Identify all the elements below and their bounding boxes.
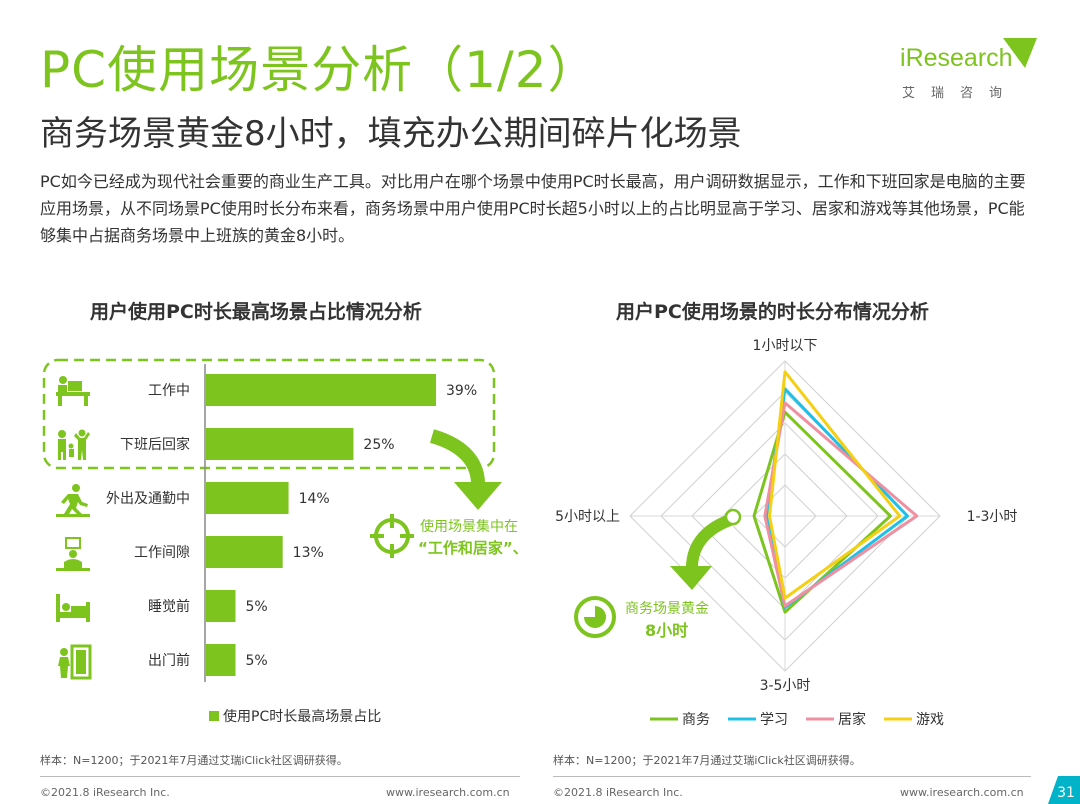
- bar-value-label: 14%: [299, 491, 330, 507]
- footer-divider-left: [40, 776, 520, 777]
- radar-axis-label: 3-5小时: [760, 678, 811, 694]
- radar-legend: 商务 学习 居家 游戏: [650, 711, 944, 728]
- bar-value-label: 25%: [363, 437, 394, 453]
- iresearch-logo: [895, 36, 1045, 106]
- door-exit-icon: [58, 644, 92, 680]
- highlight-box: [42, 358, 496, 470]
- page-number-badge: 31: [1048, 776, 1080, 804]
- bar-callout-line1: 使用场景集中在: [420, 518, 518, 535]
- radar-legend-label: 游戏: [916, 712, 944, 728]
- radar-axis-label: 1小时以下: [753, 338, 818, 354]
- bar: [206, 374, 436, 406]
- callout-arrow-curve: [429, 429, 486, 489]
- footer-url-left: www.iresearch.com.cn: [386, 786, 510, 799]
- page-number: 31: [1057, 785, 1075, 801]
- bar-legend-swatch: [209, 711, 219, 721]
- commute-icon: [56, 484, 90, 517]
- radar-chart-source: 样本：N=1200；于2021年7月通过艾瑞iClick社区调研获得。: [553, 754, 861, 767]
- bar-value-label: 13%: [293, 545, 324, 561]
- radar-callout-line2: 8小时: [645, 621, 688, 640]
- logo-i: i: [900, 44, 906, 72]
- footer-url-right: www.iresearch.com.cn: [900, 786, 1024, 799]
- bar-category-label: 睡觉前: [148, 598, 190, 615]
- radar-legend-label: 商务: [682, 712, 710, 728]
- footer-copyright-right: ©2021.8 iResearch Inc.: [553, 786, 683, 799]
- radar-callout-line1: 商务场景黄金: [625, 600, 709, 617]
- logo-wordmark: iResearch: [900, 44, 1013, 73]
- bar-legend-label: 使用PC时长最高场景占比: [223, 708, 381, 725]
- radar-chart: 1小时以下 1-3小时 3-5小时 5小时以上 商务场景黄金 8小时 商务 学习 居家 游戏: [555, 338, 1017, 728]
- bar-category-label: 工作间隙: [134, 545, 190, 561]
- callout-arrow-head: [454, 482, 502, 510]
- office-desk-icon: [56, 376, 90, 406]
- page-title: PC使用场景分析（1/2）: [40, 41, 599, 99]
- bar-chart: 工作中 39% 下班后回家 25% 外出及通勤中 14% 工作间隙 13% 睡觉前 5% 出门前 5%…: [42, 358, 528, 725]
- radar-axis-label: 1-3小时: [967, 509, 1018, 525]
- bar-callout-line2: “工作和居家”、: [418, 539, 528, 557]
- clock-pie-icon: [574, 596, 616, 638]
- radar-chart-title: 用户PC使用场景的时长分布情况分析: [616, 301, 929, 323]
- radar-legend-label: 学习: [760, 712, 788, 728]
- bar-value-label: 39%: [446, 383, 477, 399]
- bar-value-label: 5%: [245, 599, 267, 615]
- footer-copyright-left: ©2021.8 iResearch Inc.: [40, 786, 170, 799]
- bar-category-label: 出门前: [148, 652, 190, 669]
- bar-series: 工作中 39% 下班后回家 25% 外出及通勤中 14% 工作间隙 13% 睡觉前 5% 出门前 5%: [106, 374, 477, 676]
- bar-value-label: 5%: [245, 653, 267, 669]
- bar: [206, 536, 283, 568]
- radar-callout-arrow-head: [670, 566, 712, 590]
- radar-legend-label: 居家: [838, 711, 866, 728]
- bar-chart-title: 用户使用PC时长最高场景占比情况分析: [90, 301, 422, 323]
- bar-category-label: 下班后回家: [120, 436, 190, 453]
- work-break-icon: [56, 537, 90, 571]
- logo-research: Research: [905, 44, 1013, 72]
- page-subtitle: 商务场景黄金8小时，填充办公期间碎片化场景: [40, 114, 742, 154]
- family-icon: [58, 429, 90, 460]
- bar-category-label: 工作中: [148, 383, 190, 399]
- radar-axis-labels: 1小时以下 1-3小时 3-5小时 5小时以上: [555, 338, 1017, 694]
- bar-category-label: 外出及通勤中: [106, 491, 190, 507]
- logo-swoosh-icon: [1003, 38, 1037, 68]
- bed-icon: [56, 594, 90, 622]
- radar-series-group: [752, 370, 919, 614]
- logo-subtitle: 艾瑞咨询: [902, 86, 1019, 101]
- bar-chart-source: 样本：N=1200；于2021年7月通过艾瑞iClick社区调研获得。: [40, 754, 348, 767]
- radar-axis-label: 5小时以上: [555, 509, 620, 525]
- radar-series-line: [763, 401, 919, 608]
- footer-divider-right: [553, 776, 1031, 777]
- radar-callout-marker: [724, 508, 742, 526]
- radar-callout-arrow-curve: [685, 514, 733, 573]
- bar: [206, 590, 236, 622]
- radar-series-line: [752, 410, 892, 614]
- bar: [206, 428, 354, 460]
- radar-series-line: [768, 370, 902, 600]
- target-icon: [370, 514, 414, 558]
- bar: [206, 644, 236, 676]
- intro-paragraph: PC如今已经成为现代社会重要的商业生产工具。对比用户在哪个场景中使用PC时长最高…: [40, 172, 1026, 245]
- bar: [206, 482, 289, 514]
